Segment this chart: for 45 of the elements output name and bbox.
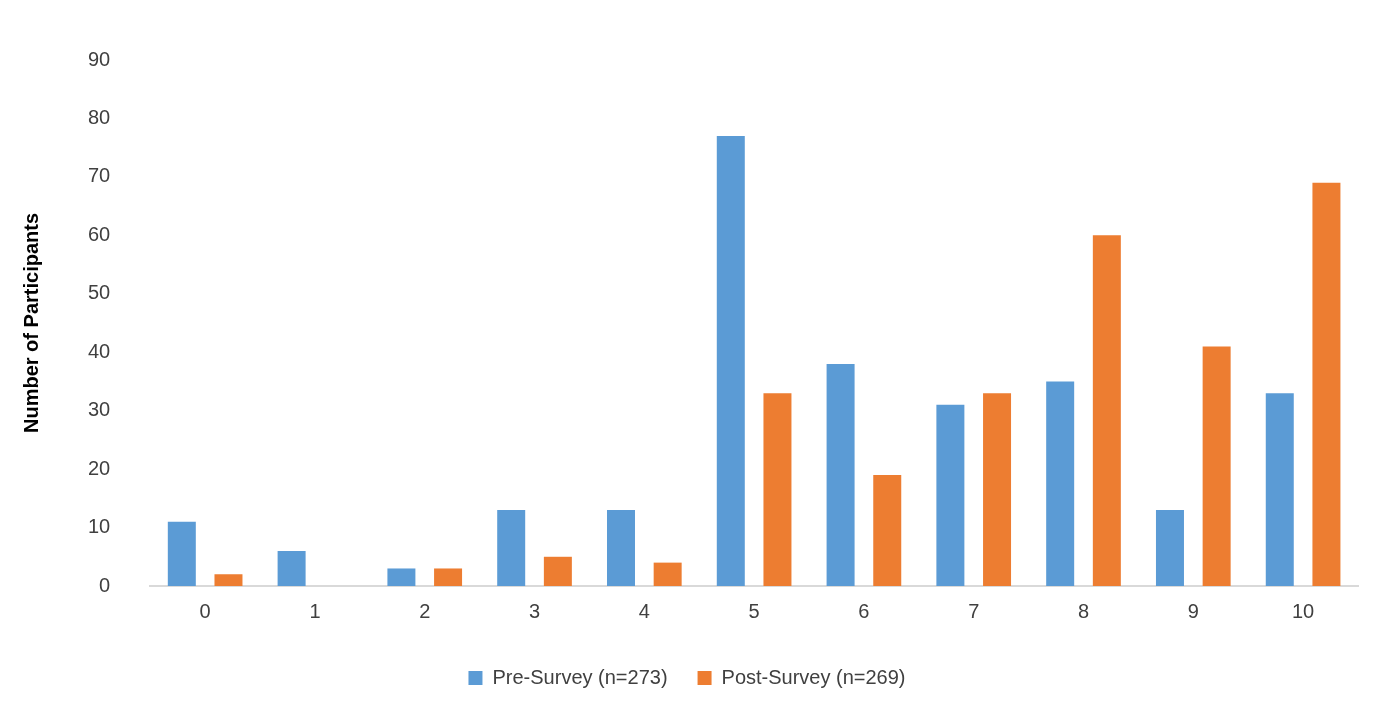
x-tick-label: 1: [309, 599, 321, 622]
bar: [983, 393, 1012, 586]
bar: [1265, 393, 1294, 586]
legend-label: Pre-Survey (n=273): [492, 665, 668, 688]
legend-label: Post-Survey (n=269): [721, 665, 906, 688]
x-tick-label: 9: [1187, 599, 1199, 622]
bar: [497, 510, 526, 586]
bar: [543, 556, 572, 586]
bar: [1202, 346, 1231, 586]
bar: [936, 404, 965, 586]
y-tick-label: 50: [88, 281, 111, 304]
y-tick-label: 70: [88, 164, 111, 187]
bar: [214, 574, 243, 586]
bar: [167, 521, 196, 586]
x-tick-label: 3: [528, 599, 541, 622]
bar: [1092, 235, 1121, 586]
x-tick-label: 0: [199, 599, 211, 622]
x-tick-label: 6: [858, 599, 870, 622]
bar: [873, 474, 902, 586]
y-tick-label: 40: [88, 339, 111, 362]
y-tick-label: 80: [88, 105, 111, 128]
bar: [716, 135, 745, 586]
bar: [387, 568, 416, 586]
bar: [277, 550, 306, 586]
y-axis-title: Number of Participants: [19, 212, 42, 434]
x-tick-label: 7: [968, 599, 980, 622]
y-tick-label: 90: [88, 47, 111, 70]
bar: [1312, 182, 1341, 586]
y-tick-label: 20: [88, 456, 111, 479]
x-tick-label: 4: [638, 599, 650, 622]
x-tick-label: 5: [748, 599, 760, 622]
bar: [826, 363, 855, 586]
bar: [1046, 381, 1075, 586]
x-tick-label: 2: [419, 599, 431, 622]
bar: [1155, 510, 1184, 586]
bar: [763, 393, 792, 586]
bar: [653, 562, 682, 586]
x-tick-label: 10: [1291, 599, 1315, 622]
y-tick-label: 30: [88, 398, 111, 421]
bar: [607, 510, 635, 586]
x-tick-label: 8: [1077, 599, 1090, 622]
y-tick-label: 60: [88, 222, 111, 245]
y-tick-label: 0: [99, 573, 111, 596]
bar: [434, 568, 463, 586]
y-tick-label: 10: [88, 515, 111, 538]
